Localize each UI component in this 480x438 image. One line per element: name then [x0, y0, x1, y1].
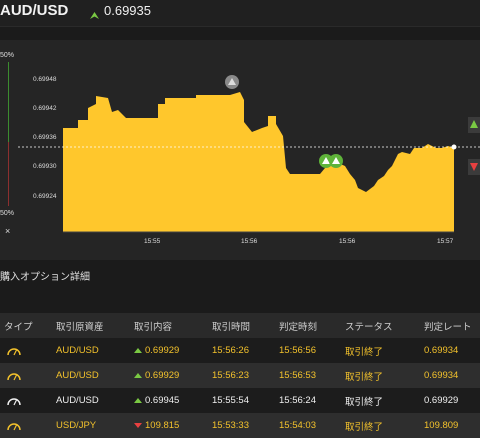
col-judge-time: 判定時刻	[279, 321, 318, 333]
current-price: 0.69935	[104, 3, 151, 18]
col-time: 取引時間	[212, 321, 251, 333]
close-icon[interactable]: ×	[5, 226, 11, 236]
time-cell: 15:56:26	[212, 345, 249, 356]
gauge-icon	[7, 423, 21, 431]
up-arrow-icon	[134, 372, 142, 378]
col-status: ステータス	[345, 321, 393, 333]
price-area	[63, 92, 454, 232]
up-arrow-icon	[90, 6, 99, 24]
current-rate-dot	[451, 144, 457, 150]
green-trade-marker-icon[interactable]	[329, 154, 343, 168]
x-tick-label: 15:56	[241, 238, 258, 245]
header: AUD/USD 0.69935	[0, 0, 480, 27]
pair-label: AUD/USD	[0, 2, 69, 19]
table-header: タイプ 取引原資産 取引内容 取引時間 判定時刻 ステータス 判定レート	[0, 313, 480, 338]
gray-trade-marker-icon[interactable]	[225, 75, 239, 89]
x-tick-label: 15:57	[437, 238, 454, 245]
col-content: 取引内容	[134, 321, 173, 333]
y-tick-label: 0.69942	[33, 105, 57, 112]
status-cell: 取引終了	[345, 371, 384, 383]
status-cell: 取引終了	[345, 396, 384, 408]
bottom-percent: 50%	[0, 210, 15, 217]
col-type: タイプ	[4, 321, 33, 333]
status-cell: 取引終了	[345, 346, 384, 358]
table-row[interactable]: AUD/USD 0.69929 15:56:26 15:56:56 取引終了 0…	[0, 338, 480, 363]
price-chart: 0.69948 0.69942 0.69936 0.69930 0.69924 …	[18, 75, 480, 245]
content-cell: 0.69945	[134, 395, 179, 406]
judge-time-cell: 15:56:24	[279, 395, 316, 406]
time-cell: 15:56:23	[212, 370, 249, 381]
side-gauge: 50% 50% ×	[0, 48, 18, 238]
y-tick-label: 0.69948	[33, 76, 57, 83]
gauge-icon	[7, 398, 21, 406]
asset-cell: USD/JPY	[56, 420, 97, 431]
table-row[interactable]: AUD/USD 0.69945 15:55:54 15:56:24 取引終了 0…	[0, 388, 480, 413]
gauge-icon	[7, 373, 21, 381]
content-cell: 0.69929	[134, 345, 179, 356]
time-cell: 15:55:54	[212, 395, 249, 406]
section-title: 購入オプション詳細	[0, 272, 90, 283]
judge-time-cell: 15:56:53	[279, 370, 316, 381]
up-arrow-icon	[134, 397, 142, 403]
x-tick-label: 15:56	[339, 238, 356, 245]
y-tick-label: 0.69924	[33, 193, 57, 200]
low-button[interactable]	[468, 159, 480, 175]
gauge-down-line	[8, 142, 9, 206]
judge-rate-cell: 0.69929	[424, 395, 459, 406]
col-judge-rate: 判定レート	[424, 321, 472, 333]
trade-table: タイプ 取引原資産 取引内容 取引時間 判定時刻 ステータス 判定レート AUD…	[0, 313, 480, 438]
judge-time-cell: 15:56:56	[279, 345, 316, 356]
status-cell: 取引終了	[345, 421, 384, 433]
y-tick-label: 0.69936	[33, 134, 57, 141]
up-arrow-icon	[134, 347, 142, 353]
y-tick-label: 0.69930	[33, 163, 57, 170]
judge-time-cell: 15:54:03	[279, 420, 316, 431]
judge-rate-cell: 0.69934	[424, 370, 459, 381]
high-button[interactable]	[468, 117, 480, 133]
col-asset: 取引原資産	[56, 321, 104, 333]
judge-rate-cell: 109.809	[424, 420, 459, 431]
gauge-icon	[7, 348, 21, 356]
asset-cell: AUD/USD	[56, 370, 99, 381]
judge-rate-cell: 0.69934	[424, 345, 459, 356]
table-row[interactable]: AUD/USD 0.69929 15:56:23 15:56:53 取引終了 0…	[0, 363, 480, 388]
content-cell: 109.815	[134, 420, 179, 431]
green-trade-marker-icon[interactable]	[319, 154, 333, 168]
table-row[interactable]: USD/JPY 109.815 15:53:33 15:54:03 取引終了 1…	[0, 413, 480, 438]
gauge-up-line	[8, 62, 9, 142]
content-cell: 0.69929	[134, 370, 179, 381]
asset-cell: AUD/USD	[56, 395, 99, 406]
top-percent: 50%	[0, 52, 15, 59]
time-cell: 15:53:33	[212, 420, 249, 431]
x-tick-label: 15:55	[144, 238, 161, 245]
asset-cell: AUD/USD	[56, 345, 99, 356]
down-arrow-icon	[134, 422, 142, 428]
